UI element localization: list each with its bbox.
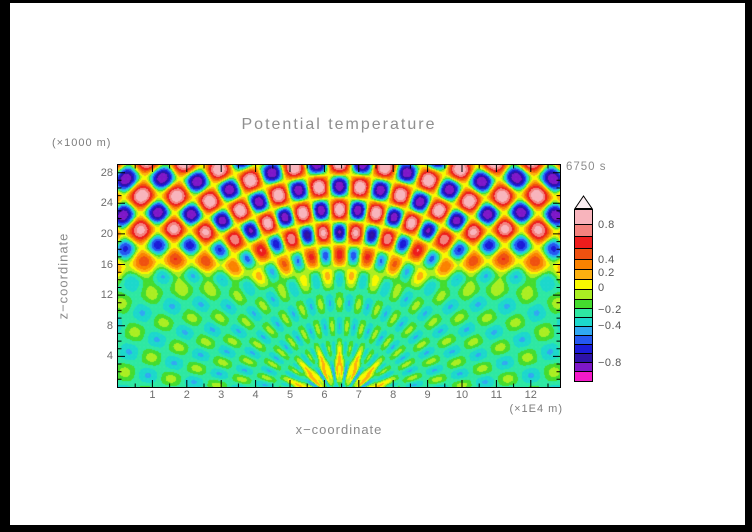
x-tick-label: 10 [455, 389, 469, 401]
z-tick-label: 4 [106, 350, 113, 363]
colorbar-cell [575, 260, 592, 270]
plot-title: Potential temperature [241, 116, 437, 133]
colorbar-cell [575, 354, 592, 363]
colorbar-cell [575, 210, 592, 225]
colorbar-tick-label: 0.4 [598, 254, 615, 266]
z-axis-label: z−coordinate [55, 232, 71, 320]
colorbar [574, 209, 593, 382]
colorbar-cell [575, 327, 592, 336]
plot-area [117, 164, 561, 388]
x-tick-label: 3 [218, 389, 225, 401]
colorbar-tick-label: 0.8 [598, 219, 615, 231]
colorbar-cell [575, 225, 592, 237]
x-axis-unit: (×1E4 m) [509, 403, 563, 415]
colorbar-tick-label: 0 [598, 282, 605, 294]
z-tick-label: 24 [100, 197, 113, 210]
colorbar-cell [575, 345, 592, 354]
z-tick-label: 28 [100, 166, 113, 179]
colorbar-cell [575, 363, 592, 372]
x-tick-label: 11 [490, 389, 503, 401]
colorbar-tick-label: −0.2 [598, 304, 622, 316]
colorbar-cell [575, 336, 592, 345]
colorbar-cell [575, 237, 592, 249]
colorbar-cell [575, 300, 592, 309]
colorbar-cell [575, 318, 592, 327]
colorbar-cell [575, 270, 592, 280]
x-tick-label: 8 [390, 389, 397, 401]
x-tick-label: 1 [149, 389, 156, 401]
x-tick-label: 2 [183, 389, 190, 401]
z-tick-label: 8 [106, 319, 113, 332]
x-tick-label: 9 [424, 389, 431, 401]
colorbar-tick-label: 0.2 [598, 267, 615, 279]
x-tick-label: 5 [286, 389, 294, 401]
colorbar-cell [575, 372, 592, 381]
time-label: 6750 s [566, 161, 607, 173]
z-axis-unit: (×1000 m) [52, 137, 112, 149]
x-axis-label: x−coordinate [295, 422, 383, 437]
colorbar-arrow-icon [574, 195, 593, 209]
x-tick-label: 4 [252, 389, 259, 401]
field-canvas [118, 165, 560, 387]
x-tick-label: 7 [355, 389, 362, 401]
colorbar-tick-label: −0.8 [598, 357, 622, 369]
z-tick-label: 12 [100, 289, 113, 302]
z-tick-label: 20 [100, 227, 113, 240]
colorbar-cell [575, 280, 592, 290]
x-tick-label: 12 [524, 389, 537, 401]
x-tick-label: 6 [321, 389, 328, 401]
colorbar-cell [575, 290, 592, 300]
colorbar-tick-label: −0.4 [598, 320, 622, 332]
colorbar-cell [575, 309, 592, 318]
z-tick-label: 16 [100, 258, 113, 271]
colorbar-cell [575, 249, 592, 260]
